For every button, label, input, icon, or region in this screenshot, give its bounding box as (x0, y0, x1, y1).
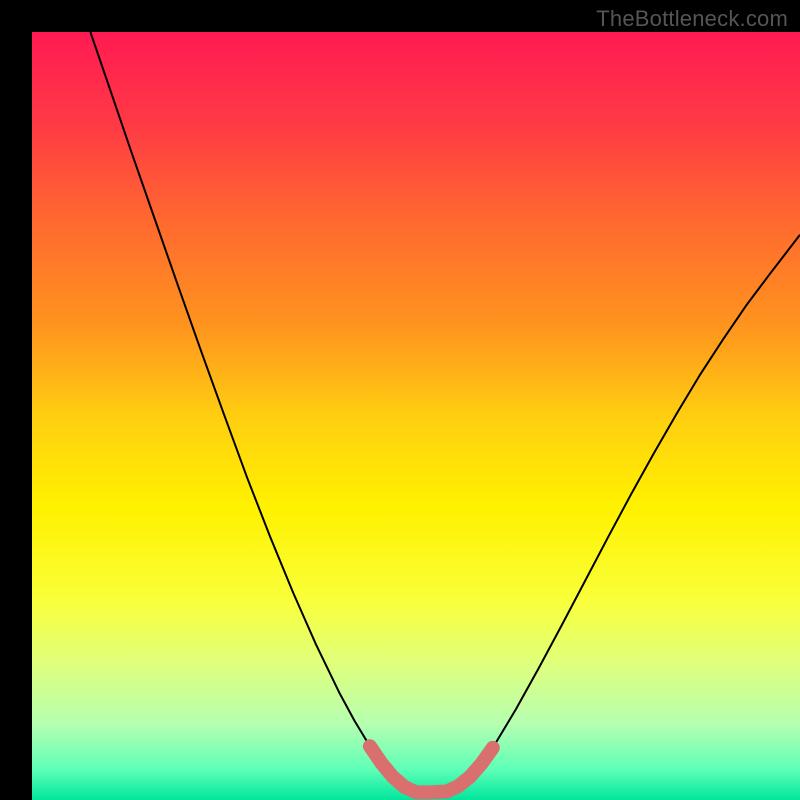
plot-background (32, 32, 800, 800)
watermark-text: TheBottleneck.com (596, 6, 788, 32)
chart-svg (0, 0, 800, 800)
bottleneck-chart: TheBottleneck.com (0, 0, 800, 800)
